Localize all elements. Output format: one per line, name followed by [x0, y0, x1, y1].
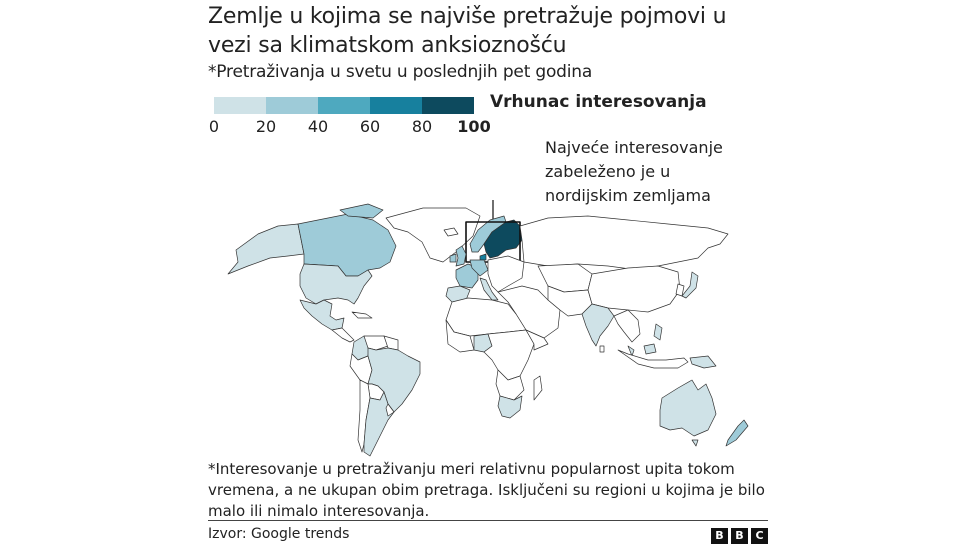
country-venezuela — [363, 335, 389, 351]
region-middle-east — [497, 285, 561, 339]
region-southeast-asia — [613, 309, 641, 343]
region-southern-africa — [495, 369, 525, 401]
legend-tick: 40 — [307, 117, 329, 136]
source-text: Izvor: Google trends — [208, 526, 350, 542]
footer-divider — [208, 520, 768, 521]
footnote-line: malo ili nimalo interesovanja. — [208, 502, 430, 520]
annotation-line: nordijskim zemljama — [545, 186, 711, 205]
country-uk — [455, 245, 467, 267]
country-canada-islands — [339, 203, 384, 219]
annotation-line: zabeleženo je u — [545, 162, 671, 181]
country-russia — [519, 215, 729, 271]
country-greenland — [385, 207, 481, 263]
region-horn-of-africa — [525, 329, 549, 351]
country-malaysia — [627, 343, 657, 357]
legend-title: Vrhunac interesovanja — [490, 92, 707, 112]
region-central-africa — [483, 329, 535, 381]
country-madagascar — [533, 375, 543, 401]
region-eastern-europe — [487, 255, 525, 293]
country-japan — [681, 271, 699, 299]
legend-tick: 60 — [359, 117, 381, 136]
footnote-line: *Interesovanje u pretraživanju meri rela… — [208, 460, 735, 478]
country-sweden-finland — [483, 219, 523, 259]
country-guianas — [383, 335, 399, 351]
chart-subtitle: *Pretraživanja u svetu u poslednjih pet … — [208, 62, 593, 82]
country-china — [587, 265, 681, 313]
country-usa — [299, 263, 373, 305]
legend-swatch-0-20 — [214, 97, 266, 114]
legend-tick: 20 — [255, 117, 277, 136]
country-iceland — [443, 227, 459, 237]
legend-swatch-20-40 — [266, 97, 318, 114]
region-central-asia — [537, 263, 593, 293]
country-ireland — [449, 253, 457, 263]
country-italy — [479, 277, 499, 301]
country-germany — [469, 259, 489, 277]
legend-swatch-80-100 — [422, 97, 474, 114]
legend-swatch-40-60 — [318, 97, 370, 114]
country-indonesia — [617, 349, 689, 369]
bbc-logo: B B C — [711, 528, 768, 544]
bbc-logo-letter: C — [751, 528, 768, 544]
legend-color-bar — [214, 97, 474, 114]
chart-container: Zemlje u kojima se najviše pretražuje po… — [208, 0, 768, 549]
country-uruguay — [385, 403, 395, 417]
region-central-america — [331, 327, 355, 343]
country-india — [581, 303, 615, 347]
country-brazil — [367, 347, 421, 413]
country-south-africa — [497, 395, 523, 419]
country-philippines — [653, 323, 663, 341]
annotation-line: Najveće interesovanje — [545, 138, 723, 157]
country-alaska — [227, 223, 305, 275]
chart-title: Zemlje u kojima se najviše pretražuje po… — [208, 4, 727, 58]
legend-tick: 0 — [208, 117, 220, 136]
country-france — [455, 263, 479, 289]
bbc-logo-letter: B — [731, 528, 748, 544]
country-tasmania — [691, 439, 699, 447]
country-mexico — [299, 299, 345, 331]
country-new-zealand — [725, 419, 749, 447]
footnote: *Interesovanje u pretraživanju meri rela… — [208, 459, 768, 522]
nordic-annotation: Najveće interesovanje zabeleženo je u no… — [545, 136, 723, 208]
annotation-leader-line — [492, 200, 494, 222]
legend-tick: 100 — [457, 117, 491, 136]
country-denmark — [479, 253, 487, 261]
legend-swatch-60-80 — [370, 97, 422, 114]
color-legend: Vrhunac interesovanja 0 20 40 60 80 100 — [209, 92, 707, 136]
bbc-logo-letter: B — [711, 528, 728, 544]
legend-tick: 80 — [411, 117, 433, 136]
country-sri-lanka — [599, 345, 605, 353]
country-papua-new-guinea — [689, 355, 717, 369]
world-map — [227, 200, 749, 457]
country-australia — [659, 379, 717, 437]
legend-ticks: 0 20 40 60 80 100 — [209, 117, 514, 139]
footnote-line: vremena, a ne ukupan obim pretraga. Iskl… — [208, 481, 765, 499]
region-caribbean — [351, 311, 373, 319]
